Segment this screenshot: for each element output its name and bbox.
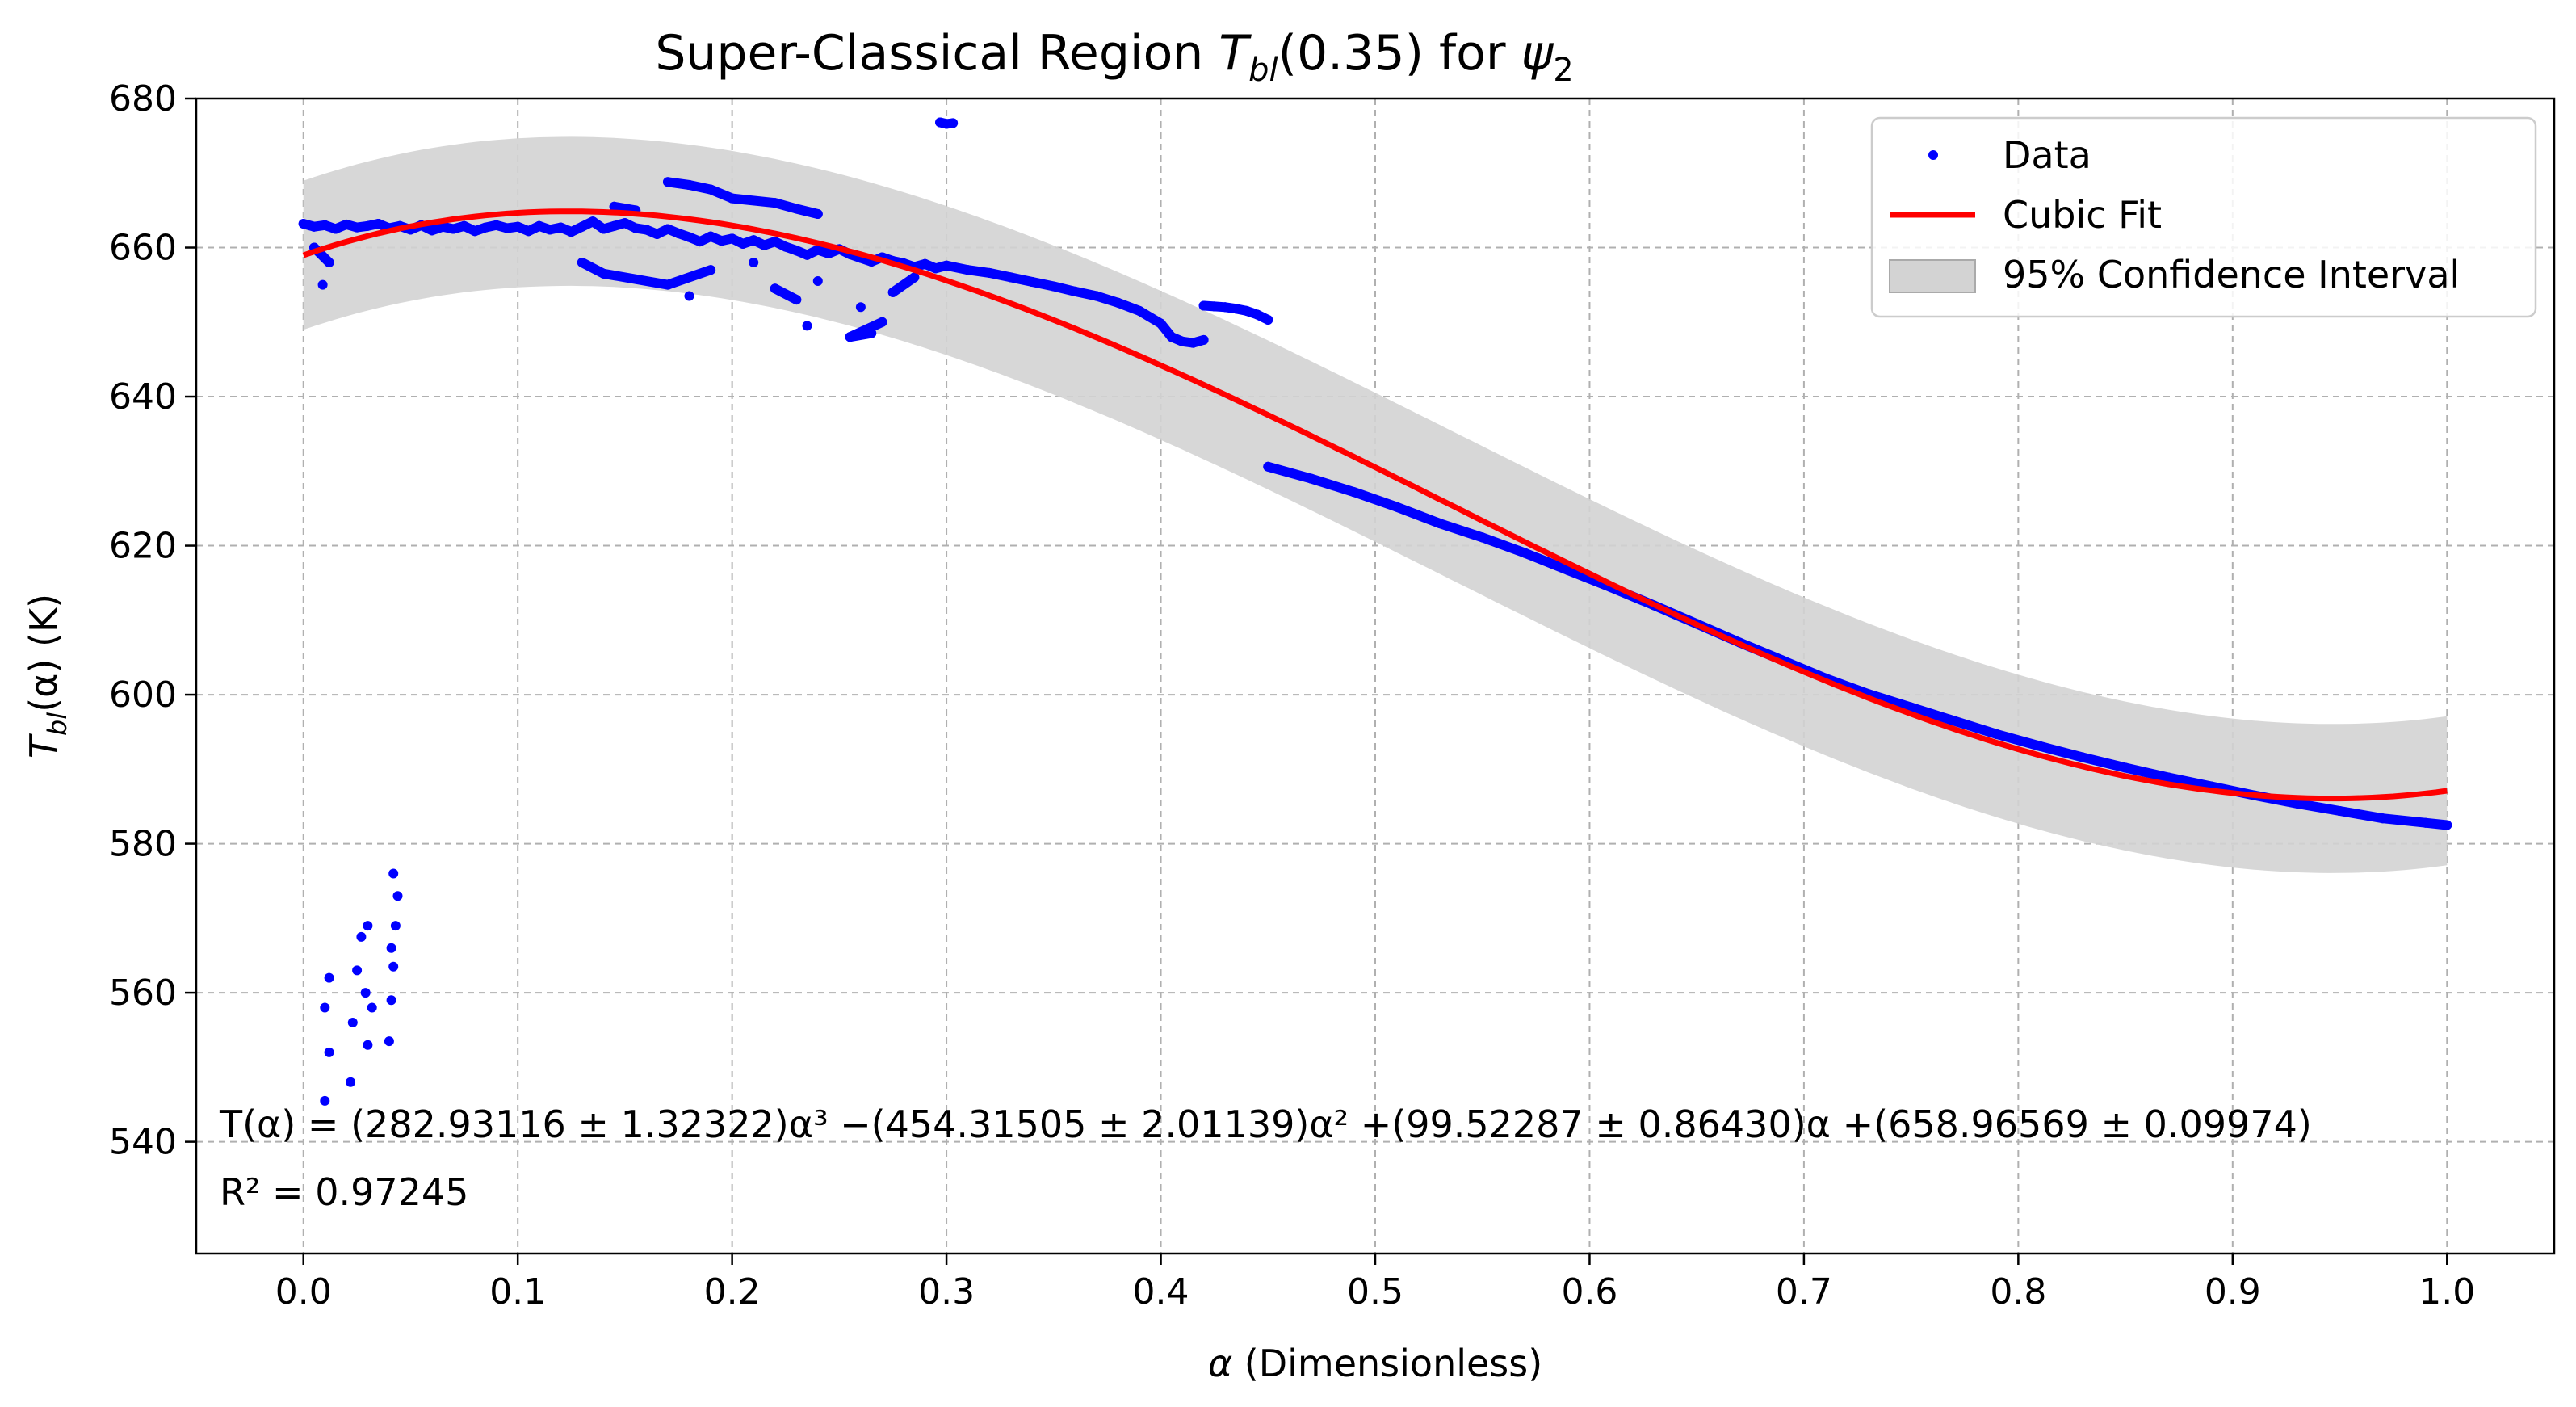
data-point xyxy=(384,1036,394,1047)
data-point xyxy=(855,302,866,313)
data-point-cluster xyxy=(2078,752,2131,773)
data-point xyxy=(320,1095,330,1106)
data-point xyxy=(684,291,694,301)
x-tick-label: 0.9 xyxy=(2205,1271,2261,1312)
y-tick-label: 580 xyxy=(109,824,177,865)
x-tick-label: 0.1 xyxy=(489,1271,546,1312)
y-tick-label: 620 xyxy=(109,526,177,567)
x-tick-label: 1.0 xyxy=(2419,1271,2475,1312)
x-tick-label: 0.4 xyxy=(1133,1271,1189,1312)
y-tick-label: 560 xyxy=(109,972,177,1014)
x-tick-label: 0.8 xyxy=(1990,1271,2046,1312)
data-point-cluster xyxy=(942,118,959,129)
data-point-cluster xyxy=(845,317,887,342)
data-point-cluster xyxy=(791,204,823,219)
data-point-cluster xyxy=(1349,487,1402,512)
data-point-cluster xyxy=(598,268,673,290)
y-axis-label: Tbl(α) (K) xyxy=(22,594,73,758)
legend-confidence-patch xyxy=(1889,259,1976,293)
data-point xyxy=(386,943,396,953)
data-point xyxy=(360,988,371,998)
data-point-cluster xyxy=(1949,716,2002,739)
data-point xyxy=(812,276,823,286)
data-point xyxy=(390,921,401,931)
x-tick-label: 0.7 xyxy=(1776,1271,1832,1312)
data-point-cluster xyxy=(1188,334,1209,348)
data-point-cluster xyxy=(2292,798,2345,816)
data-point-cluster xyxy=(1520,548,1573,575)
data-point-cluster xyxy=(1306,473,1359,498)
x-tick-label: 0.0 xyxy=(275,1271,332,1312)
data-point xyxy=(392,891,403,901)
data-point xyxy=(363,921,373,931)
x-tick-label: 0.2 xyxy=(704,1271,761,1312)
data-point-cluster xyxy=(1391,502,1445,528)
data-point-cluster xyxy=(1263,461,1316,484)
data-point-cluster xyxy=(1863,689,1916,712)
data-point-cluster xyxy=(887,272,920,297)
y-tick-label: 600 xyxy=(109,674,177,716)
data-point xyxy=(347,1018,358,1027)
data-point xyxy=(352,965,363,976)
data-point-cluster xyxy=(609,201,641,216)
data-point xyxy=(749,258,759,267)
x-tick-label: 0.6 xyxy=(1561,1271,1617,1312)
data-point-cluster xyxy=(1991,729,2045,751)
data-point-cluster xyxy=(2121,762,2174,783)
data-point-cluster xyxy=(1252,309,1273,325)
data-point xyxy=(317,279,328,290)
legend: Data Cubic Fit 95% Confidence Interval xyxy=(1870,116,2537,318)
y-tick-label: 540 xyxy=(109,1122,177,1163)
legend-label-data: Data xyxy=(2003,133,2091,177)
confidence-band xyxy=(303,136,2448,873)
data-point-cluster xyxy=(727,193,780,208)
x-axis-label: α (Dimensionless) xyxy=(1208,1342,1542,1385)
data-point xyxy=(356,931,367,942)
data-point xyxy=(346,1077,356,1087)
data-point xyxy=(320,1002,330,1013)
legend-box xyxy=(1870,116,2537,318)
confidence-band-group xyxy=(303,136,2448,873)
data-point xyxy=(386,995,396,1006)
data-point-cluster xyxy=(1477,532,1530,558)
y-tick-label: 680 xyxy=(109,78,177,120)
y-tick-label: 640 xyxy=(109,376,177,418)
x-tick-label: 0.5 xyxy=(1347,1271,1403,1312)
data-point-cluster xyxy=(2163,772,2217,792)
cubic-fit-line xyxy=(302,208,2448,802)
data-point-cluster xyxy=(663,265,716,290)
data-point-cluster xyxy=(2034,741,2087,762)
x-axis-ticks: 0.0 0.1 0.2 0.3 0.4 0.5 0.6 0.7 0.8 0.9 1.0 xyxy=(275,1254,2475,1312)
y-axis-ticks: 540 560 580 600 620 640 660 680 xyxy=(109,78,196,1163)
data-point-cluster xyxy=(1906,702,1959,726)
legend-label-fit: Cubic Fit xyxy=(2003,193,2162,237)
data-point-cluster xyxy=(2377,813,2431,828)
data-point-cluster xyxy=(770,284,802,305)
data-point xyxy=(388,961,399,972)
data-point xyxy=(802,321,812,331)
data-point xyxy=(388,868,399,879)
fit-line-group xyxy=(302,208,2448,802)
fit-equation: T(α) = (282.93116 ± 1.32322)α³ −(454.315… xyxy=(219,1102,2312,1146)
y-tick-label: 660 xyxy=(109,228,177,269)
data-point xyxy=(367,1002,377,1013)
data-point xyxy=(324,972,334,983)
data-point-cluster xyxy=(2335,806,2388,824)
data-point-cluster xyxy=(1563,565,1616,593)
data-point-cluster xyxy=(2420,817,2452,830)
data-point-cluster xyxy=(1434,518,1487,543)
data-point xyxy=(363,1040,373,1050)
legend-data-marker xyxy=(1928,150,1938,160)
legend-label-ci: 95% Confidence Interval xyxy=(2003,253,2460,296)
r-squared-annotation: R² = 0.97245 xyxy=(220,1170,468,1214)
data-point xyxy=(324,1047,334,1057)
x-tick-label: 0.3 xyxy=(918,1271,975,1312)
chart-title: Super-Classical Region Tbl(0.35) for ψ2 xyxy=(655,25,1573,89)
